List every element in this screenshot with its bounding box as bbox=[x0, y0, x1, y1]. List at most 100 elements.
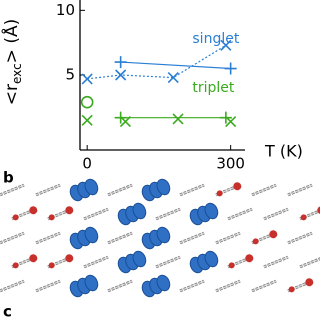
molecule bbox=[287, 278, 314, 293]
molecule-outline bbox=[299, 256, 320, 268]
annotation: triplet bbox=[192, 80, 235, 96]
orbital-red bbox=[269, 230, 278, 239]
orbital-red bbox=[288, 286, 295, 293]
molecule-outline bbox=[287, 184, 313, 196]
molecule bbox=[117, 250, 147, 274]
molecule bbox=[227, 254, 254, 269]
panel-label: c bbox=[3, 303, 12, 320]
molecule-outline bbox=[251, 184, 277, 196]
molecule bbox=[155, 255, 181, 269]
molecule bbox=[251, 183, 277, 197]
molecule-outline bbox=[215, 232, 241, 244]
orbital-red bbox=[233, 182, 242, 191]
x-axis-label: T (K) bbox=[264, 142, 303, 161]
molecule bbox=[69, 178, 99, 202]
molecule bbox=[287, 231, 313, 245]
y-axis-label-part: exc bbox=[10, 63, 24, 84]
marker bbox=[220, 39, 232, 51]
molecule bbox=[141, 178, 171, 202]
molecule bbox=[263, 255, 289, 269]
molecule-outline bbox=[0, 280, 25, 292]
orbital-red bbox=[317, 206, 320, 215]
molecule bbox=[35, 231, 61, 245]
molecule-outline bbox=[0, 232, 25, 244]
marker bbox=[81, 73, 93, 85]
molecule bbox=[117, 202, 147, 226]
orbital-blue bbox=[156, 226, 171, 244]
molecule-outline bbox=[263, 256, 289, 268]
molecule bbox=[0, 231, 25, 245]
molecule-outline bbox=[35, 184, 61, 196]
panel-label: b bbox=[3, 169, 14, 187]
marker bbox=[224, 62, 237, 75]
molecule-outline bbox=[179, 232, 205, 244]
chart: 5 10 0 300 T (K) <rexc> (Å) singlet triplet bbox=[0, 0, 303, 173]
molecule bbox=[189, 250, 219, 274]
molecule bbox=[299, 206, 320, 221]
marker bbox=[167, 72, 179, 84]
molecule bbox=[0, 279, 25, 293]
orbital-red bbox=[48, 262, 55, 269]
molecule bbox=[263, 207, 289, 221]
orbital-red bbox=[65, 206, 74, 215]
molecule bbox=[83, 255, 109, 269]
molecule bbox=[35, 279, 61, 293]
orbital-blue bbox=[156, 274, 171, 292]
molecule bbox=[227, 207, 253, 221]
molecule-outline bbox=[107, 184, 133, 196]
orbital-blue bbox=[132, 250, 147, 268]
molecule bbox=[69, 226, 99, 250]
molecule-outline bbox=[155, 208, 181, 220]
molecule-outline bbox=[251, 280, 277, 292]
orbital-blue bbox=[84, 178, 99, 196]
series-line bbox=[120, 61, 231, 70]
molecule-outline bbox=[35, 280, 61, 292]
molecule bbox=[107, 183, 133, 197]
molecule bbox=[215, 231, 241, 245]
molecule bbox=[107, 231, 133, 245]
orbital-blue bbox=[84, 274, 99, 292]
molecule bbox=[189, 202, 219, 226]
molecule bbox=[47, 206, 74, 221]
orbital-red bbox=[228, 262, 235, 269]
molecule bbox=[287, 183, 313, 197]
molecule-outline bbox=[0, 184, 25, 196]
orbital-red bbox=[300, 214, 307, 221]
x-tick-label: 300 bbox=[216, 155, 245, 173]
orbital-blue bbox=[132, 202, 147, 220]
molecule bbox=[141, 274, 171, 298]
molecule bbox=[155, 207, 181, 221]
molecule bbox=[179, 231, 205, 245]
molecule-outline bbox=[215, 280, 241, 292]
marker bbox=[81, 114, 93, 126]
marker bbox=[114, 111, 127, 124]
orbital-red bbox=[245, 254, 254, 263]
orbital-red bbox=[48, 214, 55, 221]
y-axis-label-part: > (Å) bbox=[0, 19, 22, 64]
molecule bbox=[141, 226, 171, 250]
molecule-outline bbox=[107, 280, 133, 292]
orbital-blue bbox=[204, 202, 219, 220]
orbital-red bbox=[216, 190, 223, 197]
molecule-outline bbox=[35, 232, 61, 244]
orbital-red bbox=[252, 238, 259, 245]
molecule-outline bbox=[227, 208, 253, 220]
molecule-outline bbox=[83, 208, 109, 220]
y-tick-label: 10 bbox=[56, 1, 75, 19]
molecule bbox=[179, 279, 205, 293]
orbital-blue bbox=[84, 226, 99, 244]
molecule bbox=[215, 279, 241, 293]
molecule bbox=[0, 183, 25, 197]
orbital-red bbox=[29, 206, 38, 215]
molecule-outline bbox=[107, 232, 133, 244]
molecule bbox=[35, 183, 61, 197]
y-axis-label: <rexc> (Å) bbox=[0, 19, 24, 105]
molecule-outline bbox=[83, 256, 109, 268]
orbital-red bbox=[12, 214, 19, 221]
molecule-outline bbox=[287, 232, 313, 244]
molecule-outline bbox=[179, 280, 205, 292]
x-tick-label: 0 bbox=[82, 155, 92, 173]
molecule bbox=[251, 230, 278, 245]
marker bbox=[114, 56, 127, 69]
